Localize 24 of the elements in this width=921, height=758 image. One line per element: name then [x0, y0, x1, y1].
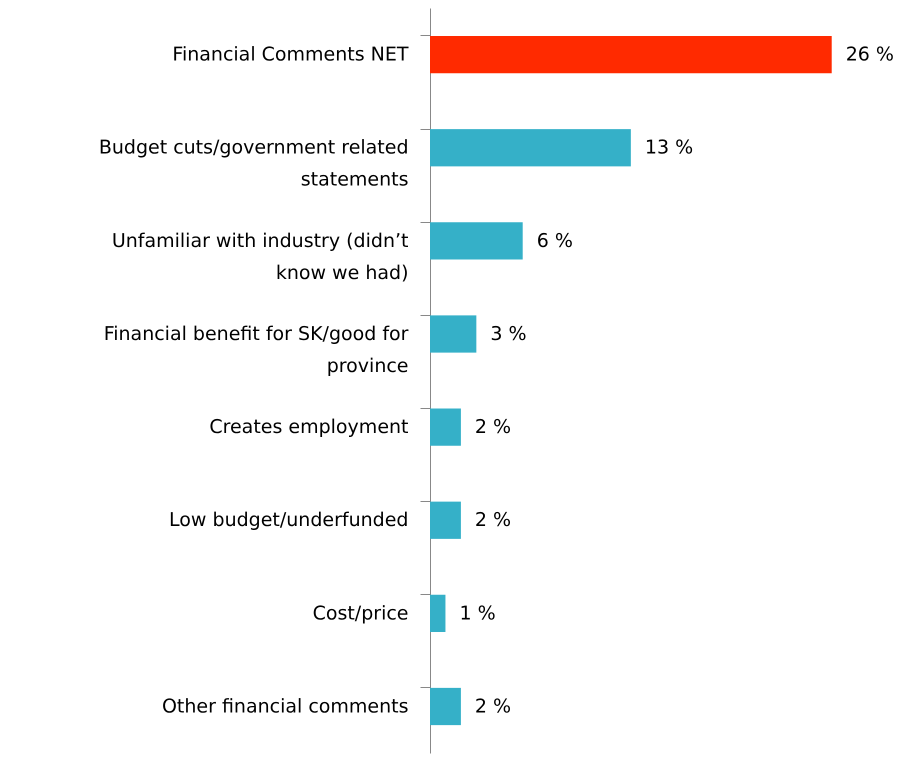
- data-label: 2 %: [474, 416, 512, 438]
- y-tick-label: Financial benefit for SK/good for province: [104, 322, 409, 377]
- y-tick-label: Cost/price: [312, 602, 408, 624]
- data-label: 3 %: [490, 322, 527, 345]
- bar: [430, 315, 476, 353]
- bar: [430, 408, 461, 446]
- y-tick-label: Other financial comments: [162, 695, 408, 718]
- bar: [430, 502, 461, 539]
- y-tick-label: Low budget/underfunded: [169, 509, 408, 532]
- bar: [430, 688, 461, 726]
- data-label: 1 %: [459, 602, 496, 624]
- bar: [430, 222, 523, 260]
- bar: [430, 129, 631, 166]
- y-tick-label: Creates employment: [209, 416, 408, 438]
- data-label: 2 %: [474, 695, 512, 718]
- data-label: 6 %: [536, 230, 573, 252]
- y-tick-label: Budget cuts/government related statements: [98, 136, 408, 191]
- data-label: 2 %: [474, 509, 512, 532]
- data-label: 13 %: [644, 136, 694, 159]
- data-label: 26 %: [846, 44, 894, 66]
- y-tick-label: Unfamiliar with industry (didn’t know we had): [112, 230, 408, 284]
- bar: [430, 594, 446, 632]
- y-tick-label: Financial Comments NET: [172, 44, 409, 66]
- bar: [430, 36, 832, 74]
